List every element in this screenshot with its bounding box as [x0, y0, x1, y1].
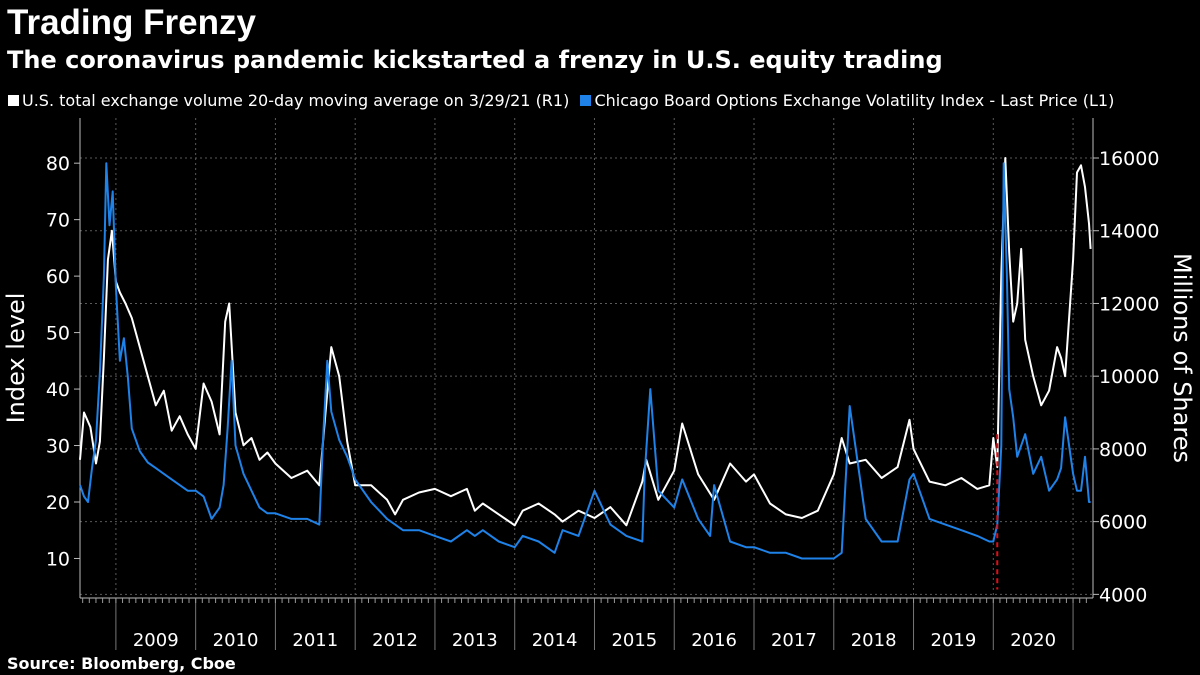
chart-title: Trading Frenzy	[7, 3, 256, 42]
legend-label-vix: Chicago Board Options Exchange Volatilit…	[594, 91, 1115, 110]
x-tick-label: 2018	[851, 630, 897, 651]
x-tick-label: 2011	[292, 630, 338, 651]
x-tick-label: 2010	[213, 630, 259, 651]
chart-subtitle: The coronavirus pandemic kickstarted a f…	[7, 46, 943, 74]
x-tick-label: 2017	[771, 630, 817, 651]
gridlines	[80, 118, 1093, 598]
source-note: Source: Bloomberg, Cboe	[7, 654, 236, 673]
series-line-volume	[79, 157, 1092, 527]
axes: 10 20 30 40 50 60 70 80 4000 6000 8000 10000 12000 14…	[46, 118, 1159, 651]
left-tick-label: 40	[46, 379, 70, 401]
x-tick-label: 2014	[532, 630, 578, 651]
x-tick-label: 2013	[452, 630, 498, 651]
x-tick-label: 2016	[691, 630, 737, 651]
right-axis-label: Millions of Shares	[1168, 253, 1196, 463]
legend-item-volume: U.S. total exchange volume 20-day moving…	[8, 91, 574, 110]
left-tick-label: 10	[46, 548, 70, 570]
x-tick-label: 2012	[372, 630, 418, 651]
axis-labels: Index level Millions of Shares	[2, 253, 1196, 463]
left-tick-label: 70	[46, 210, 70, 232]
right-tick-label: 16000	[1099, 148, 1159, 170]
left-tick-label: 20	[46, 492, 70, 514]
x-tick-label: 2009	[133, 630, 179, 651]
legend-swatch-volume	[8, 95, 19, 106]
right-tick-label: 12000	[1099, 293, 1159, 315]
x-tick-label: 2015	[611, 630, 657, 651]
left-tick-label: 60	[46, 266, 70, 288]
left-tick-label: 50	[46, 323, 70, 345]
x-tick-label: 2019	[931, 630, 977, 651]
legend-label-volume: U.S. total exchange volume 20-day moving…	[22, 91, 570, 110]
left-tick-label: 80	[46, 153, 70, 175]
legend-item-vix: Chicago Board Options Exchange Volatilit…	[580, 91, 1114, 110]
right-tick-label: 10000	[1099, 366, 1159, 388]
right-tick-label: 6000	[1099, 512, 1147, 534]
left-axis-label: Index level	[2, 293, 30, 424]
right-tick-label: 4000	[1099, 584, 1147, 606]
legend: U.S. total exchange volume 20-day moving…	[8, 91, 1120, 111]
left-tick-label: 30	[46, 436, 70, 458]
series-layer	[79, 157, 1092, 590]
right-tick-label: 14000	[1099, 221, 1159, 243]
x-tick-label: 2020	[1010, 630, 1056, 651]
series-line-vix	[79, 162, 1091, 560]
right-tick-label: 8000	[1099, 439, 1147, 461]
legend-swatch-vix	[580, 95, 592, 106]
